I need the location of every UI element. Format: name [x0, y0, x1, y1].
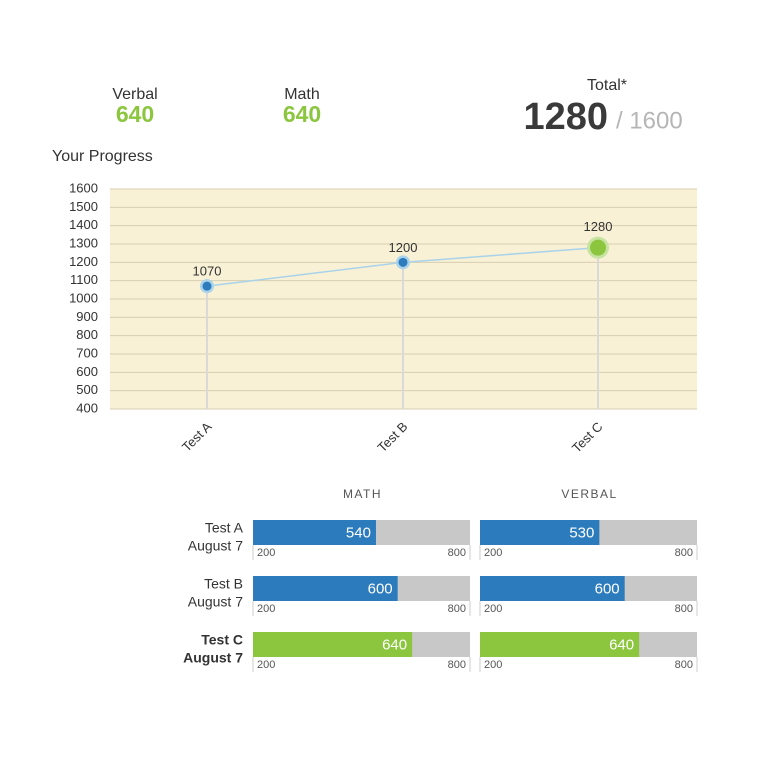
x-tick-label: 200: [484, 603, 502, 615]
y-tick-label: 1100: [70, 272, 98, 287]
bar-value: 600: [595, 580, 620, 597]
x-tick-label: 200: [257, 603, 275, 615]
total-score: 1280: [523, 96, 608, 138]
y-tick-label: 1500: [69, 199, 98, 214]
y-tick-label: 1400: [69, 217, 98, 232]
x-tick-label: 200: [484, 659, 502, 671]
row-label: Test A: [205, 520, 244, 536]
data-label: 1200: [389, 240, 418, 255]
x-tick-label: 800: [448, 547, 466, 559]
y-tick-label: 1600: [69, 180, 98, 195]
x-tick-label: 200: [257, 659, 275, 671]
total-label: Total*: [587, 77, 627, 94]
bar: [253, 520, 376, 545]
bar: [253, 632, 413, 657]
y-tick-label: 500: [76, 382, 98, 397]
y-tick-label: 1000: [69, 290, 98, 305]
bar-value: 640: [609, 636, 634, 653]
x-tick-label: 800: [675, 603, 693, 615]
total-max: / 1600: [616, 107, 683, 134]
y-tick-label: 700: [76, 345, 98, 360]
x-tick-label: 800: [448, 659, 466, 671]
x-tick-label: Test A: [179, 419, 215, 455]
y-tick-label: 800: [76, 327, 98, 342]
y-tick-label: 600: [76, 364, 98, 379]
math-score: 640: [283, 101, 321, 127]
y-tick-label: 400: [76, 400, 98, 415]
row-date: August 7: [183, 650, 243, 666]
row-label: Test B: [204, 576, 243, 592]
bar-value: 530: [569, 524, 594, 541]
x-tick-label: 200: [257, 547, 275, 559]
verbal-label: Verbal: [112, 86, 157, 103]
point: [590, 239, 606, 256]
y-tick-label: 900: [76, 309, 98, 324]
data-label: 1280: [584, 219, 613, 234]
data-label: 1070: [193, 264, 222, 279]
panel-header: MATH: [343, 487, 382, 501]
bar: [253, 576, 398, 601]
x-tick-label: 800: [675, 659, 693, 671]
row-date: August 7: [188, 538, 243, 554]
row-label: Test C: [201, 632, 243, 648]
bar: [480, 520, 600, 545]
y-tick-label: 1200: [69, 254, 98, 269]
panel-header: VERBAL: [561, 487, 617, 501]
chart-title: Your Progress: [52, 148, 153, 165]
x-tick-label: Test C: [569, 419, 606, 456]
math-label: Math: [284, 86, 320, 103]
point: [202, 281, 212, 291]
bar-value: 540: [346, 524, 371, 541]
x-tick-label: 800: [675, 547, 693, 559]
x-tick-label: Test B: [374, 419, 410, 455]
bar-value: 600: [368, 580, 393, 597]
verbal-score: 640: [116, 101, 154, 127]
row-date: August 7: [188, 594, 243, 610]
y-tick-label: 1300: [69, 235, 98, 250]
point: [398, 257, 408, 267]
x-tick-label: 200: [484, 547, 502, 559]
bar: [480, 632, 640, 657]
bar-value: 640: [382, 636, 407, 653]
x-tick-label: 800: [448, 603, 466, 615]
bar: [480, 576, 625, 601]
